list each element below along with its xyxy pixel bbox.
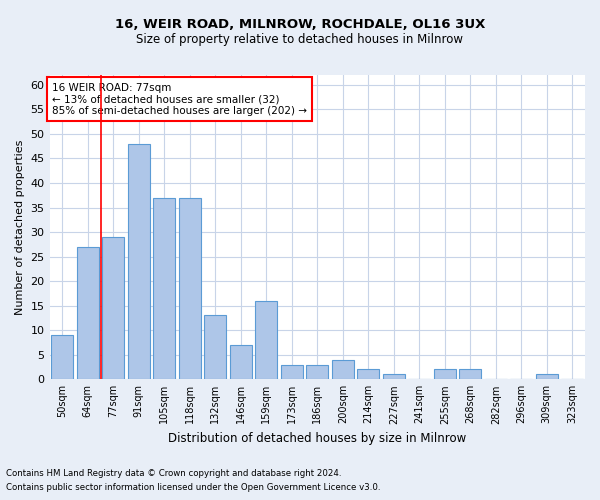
Bar: [460, 370, 481, 380]
Bar: [434, 370, 455, 380]
Text: 16 WEIR ROAD: 77sqm
← 13% of detached houses are smaller (32)
85% of semi-detach: 16 WEIR ROAD: 77sqm ← 13% of detached ho…: [52, 82, 307, 116]
Text: Contains public sector information licensed under the Open Government Licence v3: Contains public sector information licen…: [6, 484, 380, 492]
Bar: [332, 360, 353, 380]
Bar: [281, 364, 302, 380]
Text: Size of property relative to detached houses in Milnrow: Size of property relative to detached ho…: [137, 32, 464, 46]
Y-axis label: Number of detached properties: Number of detached properties: [15, 140, 25, 315]
Bar: [205, 316, 226, 380]
Bar: [179, 198, 200, 380]
Bar: [358, 370, 379, 380]
Bar: [256, 301, 277, 380]
Bar: [307, 364, 328, 380]
Bar: [103, 237, 124, 380]
Bar: [154, 198, 175, 380]
Bar: [383, 374, 404, 380]
Bar: [52, 335, 73, 380]
Text: Contains HM Land Registry data © Crown copyright and database right 2024.: Contains HM Land Registry data © Crown c…: [6, 468, 341, 477]
X-axis label: Distribution of detached houses by size in Milnrow: Distribution of detached houses by size …: [168, 432, 466, 445]
Bar: [230, 345, 251, 380]
Bar: [77, 247, 98, 380]
Text: 16, WEIR ROAD, MILNROW, ROCHDALE, OL16 3UX: 16, WEIR ROAD, MILNROW, ROCHDALE, OL16 3…: [115, 18, 485, 30]
Bar: [128, 144, 149, 380]
Bar: [536, 374, 557, 380]
